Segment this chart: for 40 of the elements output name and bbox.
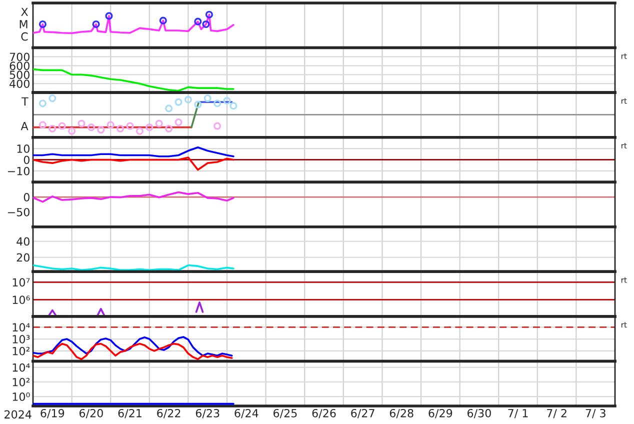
text: X: [21, 8, 28, 16]
y-tick-label: 400: [10, 80, 30, 88]
y-tick-label: 10⁷: [12, 278, 30, 287]
y-tick-label: 600: [10, 62, 30, 70]
y-tick-label: −50: [8, 208, 30, 216]
y-tick-label: 10³: [12, 335, 30, 344]
y-tick-label: 0: [24, 156, 30, 164]
y-tick-label: 500: [10, 70, 30, 80]
y-tick-label: 10²: [12, 378, 30, 386]
x-tick-label: 6/24: [234, 408, 258, 418]
x-tick-label: 6/30: [468, 408, 491, 418]
text: T: [22, 97, 28, 106]
x-tick-label: 7/ 1: [508, 409, 528, 418]
text: C: [21, 32, 28, 41]
x-tick-label: 6/21: [118, 408, 142, 418]
y-tick-label: 10²: [12, 346, 30, 356]
y-tick-label: 40: [16, 237, 30, 246]
x-tick-label: 7/ 3: [586, 408, 606, 418]
text: M: [20, 20, 28, 28]
x-tick-label: 6/19: [40, 408, 64, 418]
y-tick-label: 700: [10, 52, 30, 62]
x-tick-label: 6/25: [274, 408, 297, 418]
x-tick-label: 6/28: [390, 408, 414, 418]
x-tick-label: 6/23: [196, 408, 220, 418]
y-tick-label: 10⁴: [12, 323, 30, 332]
y-tick-label: 0: [24, 193, 30, 202]
y-tick-label: −10: [8, 166, 30, 176]
x-tick-label: 6/27: [351, 408, 374, 418]
x-tick-label: 6/29: [428, 408, 452, 418]
x-tick-label: 6/22: [157, 408, 180, 418]
x-tick-label: 7/ 2: [547, 408, 566, 418]
text: A: [20, 122, 28, 130]
x-tick-label: 6/20: [80, 408, 103, 418]
y-tick-label: 10: [17, 144, 30, 153]
y-tick-label: 10⁰: [12, 392, 30, 401]
y-tick-label: 10⁴: [12, 363, 30, 372]
y-tick-label: 10⁶: [12, 296, 30, 304]
y-tick-label: 20: [16, 253, 30, 262]
x-tick-label: 6/26: [312, 408, 336, 418]
x-axis-title: 2024: [4, 410, 32, 419]
